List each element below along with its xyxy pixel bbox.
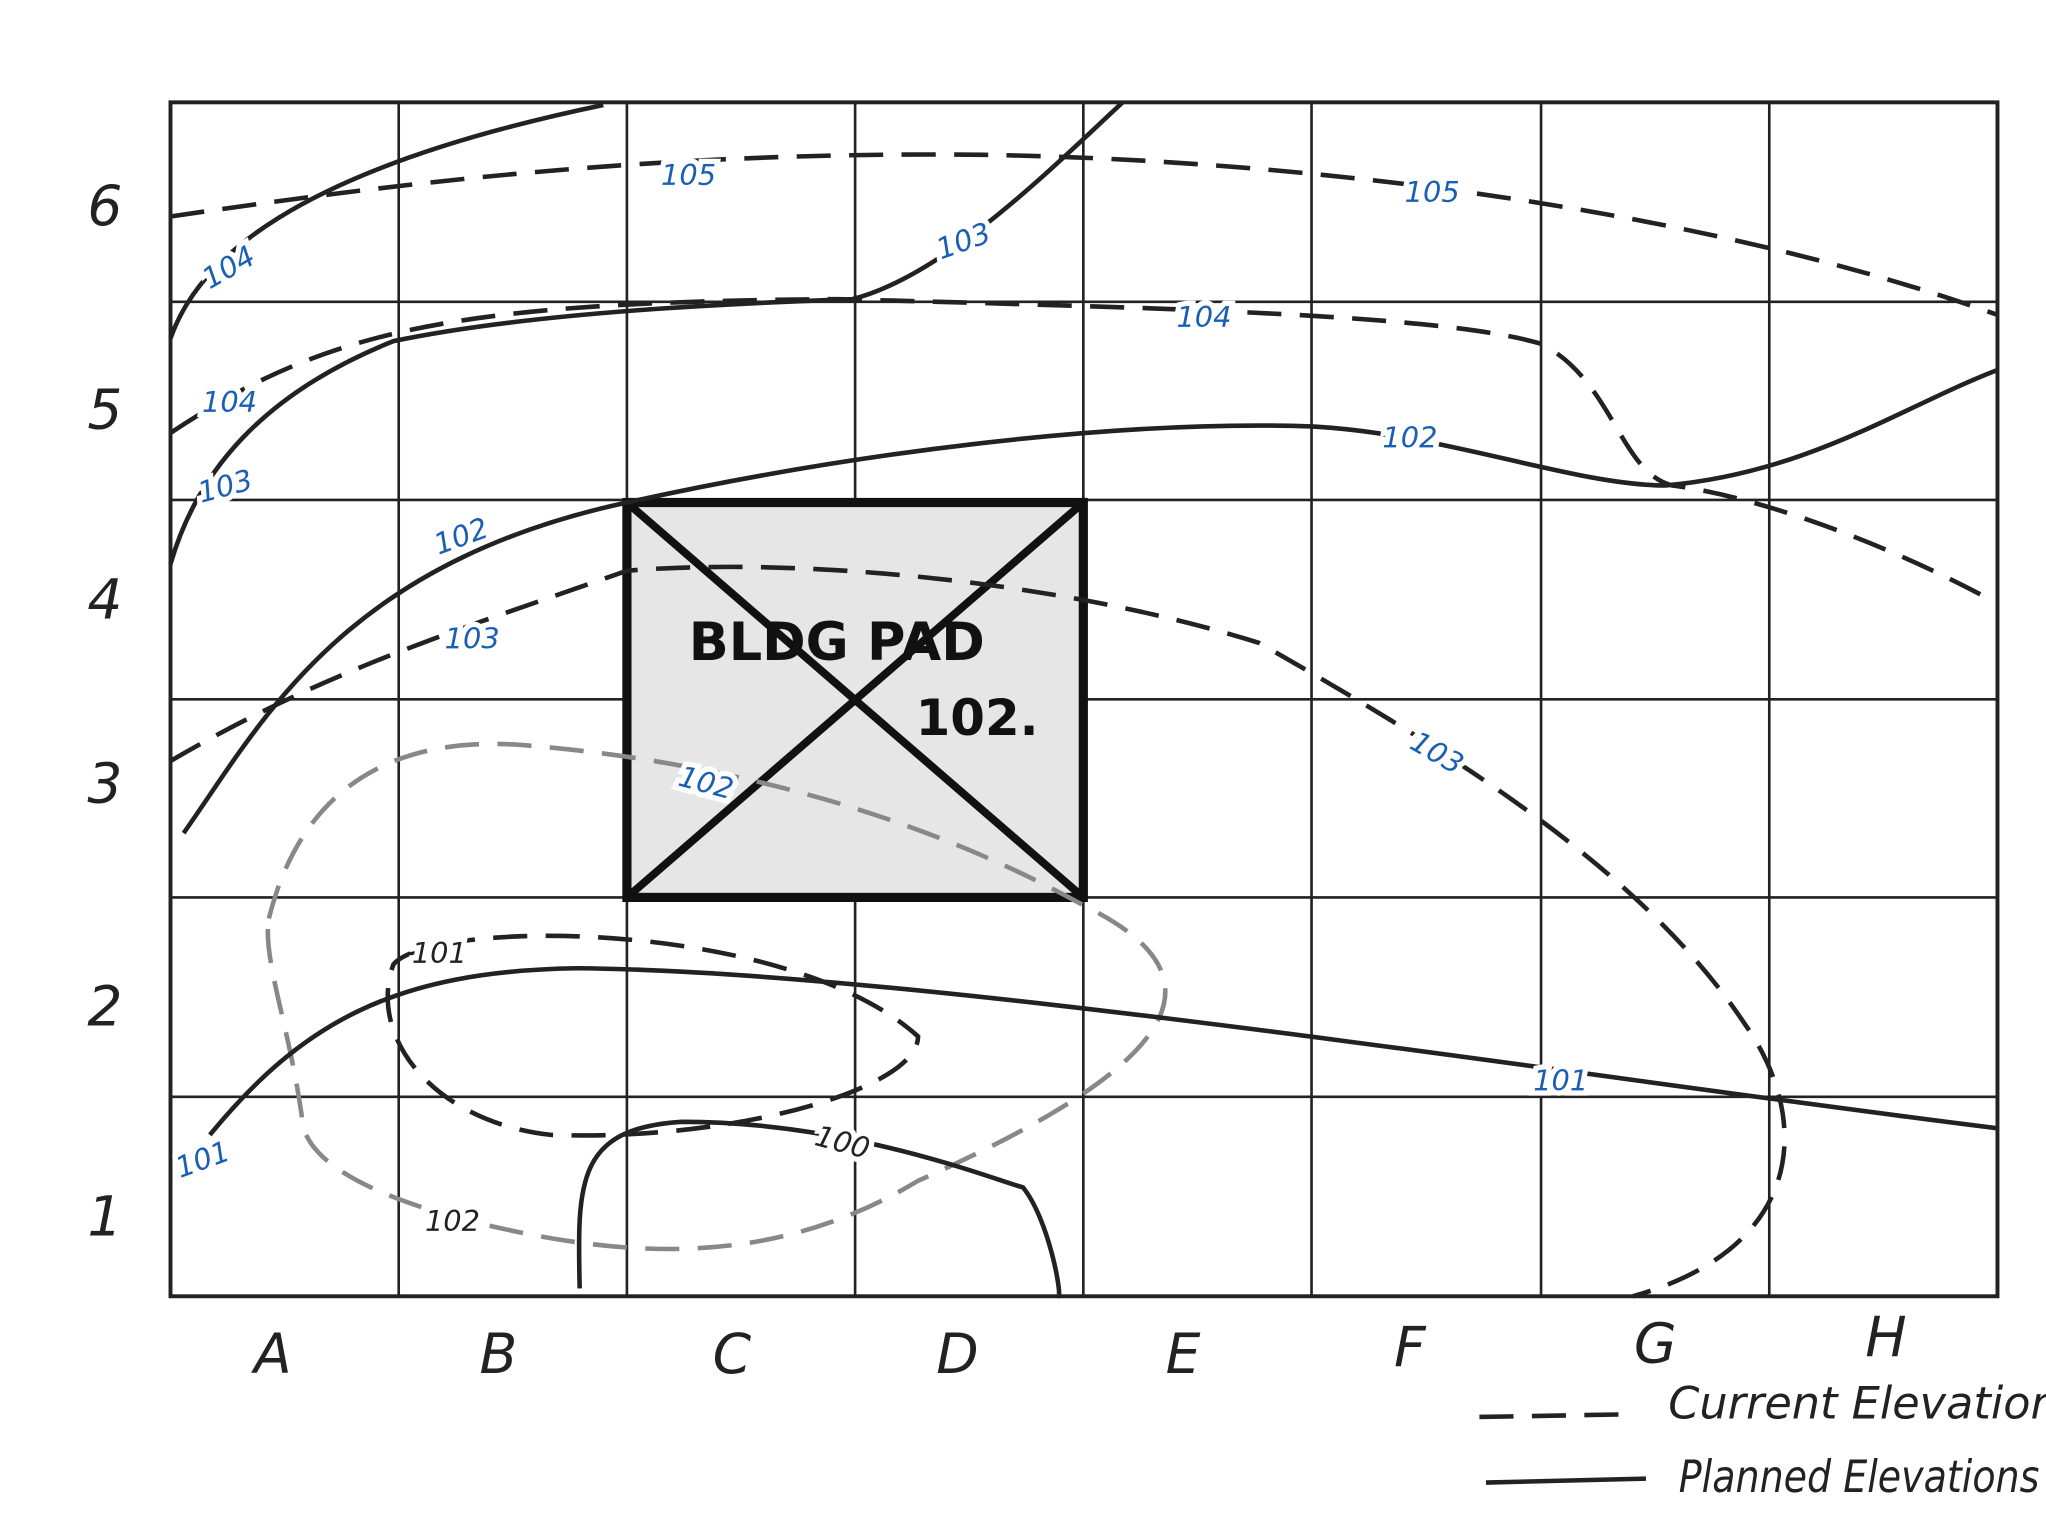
contour-label: 101 (1533, 1063, 1588, 1097)
contour-label: 102 (1382, 421, 1437, 455)
legend: Current Elevations Planned Elevations (1479, 1377, 2046, 1503)
contour-label: 101 (171, 1134, 234, 1185)
contour-label: 104 (202, 385, 257, 419)
pad-elevation: 102. (916, 689, 1039, 747)
contour-label: 103 (445, 621, 500, 655)
planned-contour (576, 1119, 1062, 1299)
contour-label: 103 (194, 463, 256, 510)
contour-label: 104 (196, 239, 261, 296)
pad-label: BLDG PAD (689, 612, 985, 673)
building-pad (622, 497, 1088, 903)
legend-planned: Planned Elevations (1679, 1451, 2040, 1503)
current-contour (265, 741, 1168, 1252)
pad-diagonal (624, 499, 1086, 901)
contour-label: 105 (661, 158, 716, 192)
legend-current-swatch (1479, 1412, 1627, 1420)
row-label: 6 (87, 174, 122, 238)
legend-current: Current Elevations (1668, 1377, 2046, 1429)
column-label: C (713, 1322, 752, 1386)
row-label: 1 (87, 1184, 122, 1248)
legend-planned-swatch (1485, 1476, 1647, 1485)
contour-label: 105 (1405, 175, 1460, 209)
contour-label: 103 (932, 215, 995, 266)
planned-contour (168, 102, 604, 340)
column-label: A (251, 1322, 292, 1386)
contour-label: 104 (1176, 300, 1231, 334)
row-label: 3 (87, 751, 122, 815)
row-label: 5 (87, 377, 122, 441)
contour-label: 102 (425, 1204, 480, 1238)
column-label: H (1865, 1305, 1906, 1369)
contour-label: 100 (812, 1119, 874, 1166)
current-contour (385, 933, 921, 1138)
column-label: E (1166, 1322, 1201, 1386)
current-contour (169, 564, 1787, 1299)
column-label: D (936, 1322, 978, 1386)
row-label: 4 (87, 568, 122, 632)
current-contour (170, 152, 1999, 318)
current-contour (169, 296, 1999, 606)
column-label: F (1394, 1315, 1427, 1379)
planned-contour (208, 965, 1998, 1137)
contour-label: 102 (429, 511, 492, 562)
planned-contour (168, 100, 1125, 565)
column-label: B (479, 1322, 517, 1386)
planned-contour (181, 367, 1999, 835)
contour-label: 101 (412, 936, 467, 970)
column-label: G (1634, 1312, 1677, 1376)
row-label: 2 (87, 974, 122, 1038)
